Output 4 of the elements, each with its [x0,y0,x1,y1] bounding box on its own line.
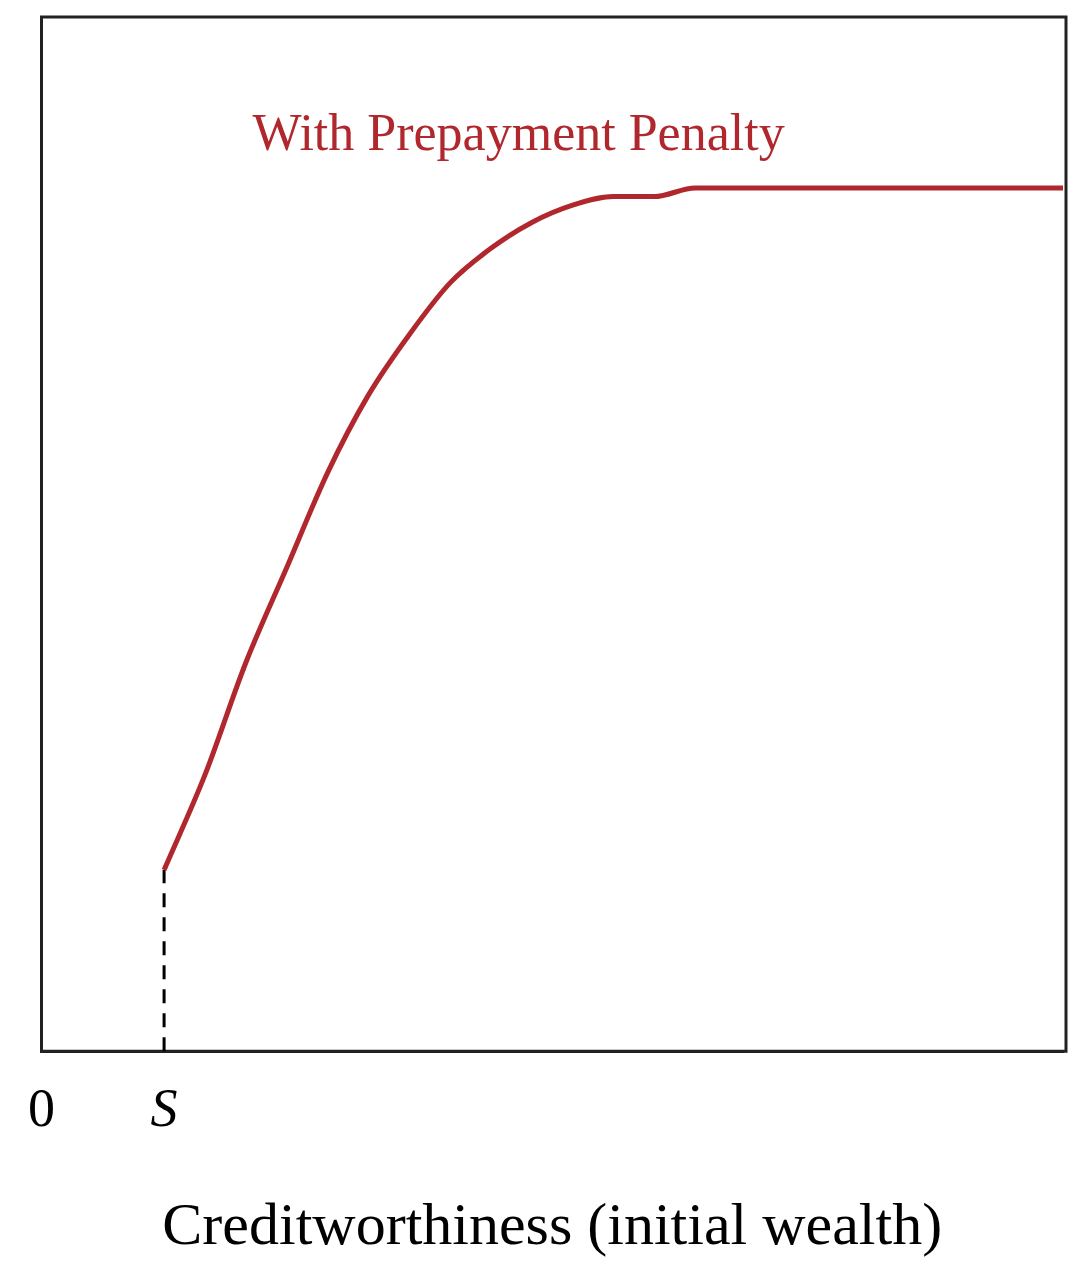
x-tick-label: S [150,1077,178,1138]
series-label: With Prepayment Penalty [252,103,785,161]
x-tick-label: 0 [28,1077,55,1138]
x-axis-title: Creditworthiness (initial wealth) [162,1190,943,1257]
